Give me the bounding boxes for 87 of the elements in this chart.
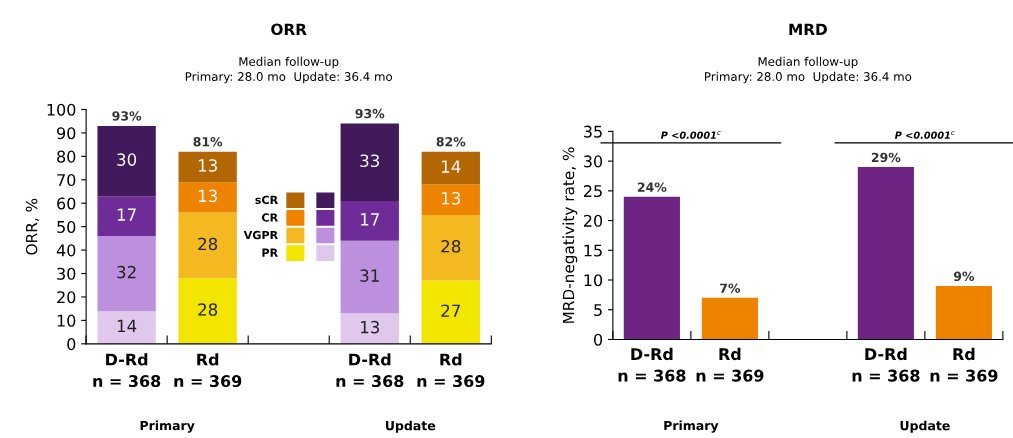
bar	[340, 313, 399, 344]
chart-subtitle: Median follow-up Primary: 28.0 mo Update: 36.4 mo	[185, 56, 393, 84]
x-tick-label: D-Rd n = 368	[93, 353, 161, 388]
y-tick-label: 30	[57, 267, 76, 280]
data-label: 17	[360, 213, 379, 226]
data-label: 9%	[953, 271, 975, 282]
total-label: 82%	[436, 136, 466, 147]
data-label: 28	[198, 303, 218, 316]
y-tick-label: 80	[57, 150, 76, 163]
bar	[178, 151, 237, 183]
x-tick-label: Rd n = 369	[174, 353, 242, 388]
x-tick-label: D-Rd n = 368	[336, 353, 404, 388]
legend-label: CR	[261, 213, 278, 222]
legend-label: PR	[262, 248, 278, 257]
bar	[701, 297, 758, 340]
data-label: 13	[198, 189, 217, 203]
bar	[340, 240, 399, 314]
text: Update	[385, 420, 436, 433]
y-tick-label: 0	[594, 333, 603, 346]
data-label: 31	[360, 269, 379, 282]
data-label: 28	[441, 239, 461, 253]
y-tick-label: 5	[594, 304, 602, 317]
x-tick-label: D-Rd n = 368	[852, 347, 920, 382]
y-tick-label: 20	[583, 214, 603, 227]
x-tick-label: Rd n = 369	[696, 347, 764, 382]
bar	[97, 125, 156, 197]
bar	[421, 151, 480, 185]
bar	[857, 167, 914, 340]
data-label: 33	[360, 154, 380, 168]
y-tick-label: 50	[57, 220, 76, 233]
data-label: 7%	[720, 283, 741, 293]
bar	[421, 214, 480, 281]
data-label: 29%	[871, 152, 901, 163]
total-label: 81%	[193, 136, 223, 147]
bar	[97, 196, 156, 237]
bar	[97, 236, 156, 312]
data-label: 30	[117, 153, 137, 166]
text: Update	[900, 420, 950, 433]
bar	[97, 311, 156, 344]
y-tick-label: 40	[56, 244, 76, 257]
data-label: 27	[441, 304, 460, 317]
y-tick-label: 15	[584, 244, 602, 257]
annotation: P <0.0001$^{c}$	[894, 131, 955, 139]
y-tick-label: 10	[57, 314, 76, 327]
y-tick-label: 20	[57, 291, 76, 304]
y-tick-label: 90	[57, 127, 76, 140]
bar	[421, 184, 480, 215]
text: Primary	[664, 420, 719, 433]
x-tick-label: Rd n = 369	[930, 347, 998, 382]
y-tick-label: 10	[584, 274, 603, 287]
data-label: 32	[117, 265, 136, 279]
data-label: 14	[117, 319, 137, 333]
bar	[340, 123, 399, 201]
y-tick-label: 100	[47, 103, 76, 116]
chart-subtitle: Median follow-up Primary: 28.0 mo Update: 36.4 mo	[705, 56, 912, 84]
y-tick-label: 70	[57, 174, 76, 187]
bar	[178, 212, 237, 279]
data-label: 13	[442, 191, 461, 205]
data-label: 28	[198, 237, 218, 251]
text: Primary	[140, 420, 195, 433]
y-tick-label: 25	[583, 185, 602, 198]
x-tick-label: D-Rd n = 368	[618, 347, 686, 382]
data-label: 17	[117, 208, 136, 221]
bar	[623, 196, 680, 340]
y-axis-title: ORR, %	[25, 198, 39, 255]
chart-title: ORR	[271, 23, 307, 36]
data-label: 14	[442, 160, 461, 173]
bar	[178, 182, 237, 213]
y-tick-label: 60	[57, 197, 76, 210]
chart-title: MRD	[789, 23, 827, 35]
annotation: P <0.0001$^{c}$	[660, 131, 721, 139]
legend-label: sCR	[255, 195, 278, 205]
legend-label: VGPR	[243, 230, 278, 240]
y-tick-label: 30	[584, 155, 603, 168]
bar	[935, 285, 992, 340]
data-label: 13	[198, 159, 217, 172]
bar	[421, 280, 480, 344]
data-label: 13	[360, 320, 380, 334]
bar	[340, 200, 399, 241]
total-label: 93%	[112, 111, 142, 121]
bar	[178, 278, 237, 344]
total-label: 93%	[355, 108, 385, 119]
x-tick-label: Rd n = 369	[417, 353, 485, 388]
data-label: 24%	[637, 182, 667, 192]
y-tick-label: 35	[584, 125, 602, 138]
y-axis-title: MRD-negativity rate, %	[562, 147, 578, 323]
y-tick-label: 0	[67, 338, 76, 351]
